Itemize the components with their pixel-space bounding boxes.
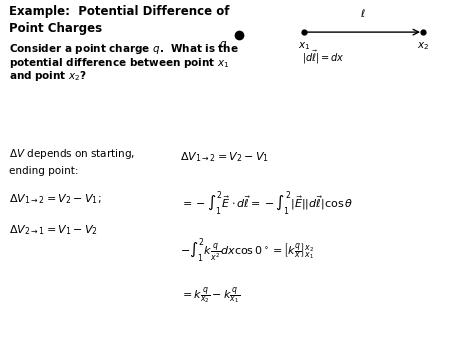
Text: Point Charges: Point Charges (9, 22, 102, 35)
Text: and point $x_2$?: and point $x_2$? (9, 69, 87, 83)
Text: $x_1$: $x_1$ (297, 41, 310, 52)
Text: $= -\int_1^2 \vec{E}\cdot d\vec{\ell} = -\int_1^2 |\vec{E}||d\vec{\ell}|\cos\the: $= -\int_1^2 \vec{E}\cdot d\vec{\ell} = … (180, 189, 353, 218)
Text: ending point:: ending point: (9, 166, 78, 176)
Text: $x_2$: $x_2$ (417, 41, 429, 52)
Text: potential difference between point $x_1$: potential difference between point $x_1$ (9, 56, 230, 70)
Text: Example:  Potential Difference of: Example: Potential Difference of (9, 5, 230, 18)
Text: Consider a point charge $q$.  What is the: Consider a point charge $q$. What is the (9, 42, 239, 56)
Text: $= k\frac{q}{x_2} - k\frac{q}{x_1}$: $= k\frac{q}{x_2} - k\frac{q}{x_1}$ (180, 286, 240, 306)
Text: $\Delta V_{1\rightarrow2} = V_2 - V_1$: $\Delta V_{1\rightarrow2} = V_2 - V_1$ (180, 150, 269, 164)
Text: $\Delta V_{2\rightarrow1} = V_1 - V_2$: $\Delta V_{2\rightarrow1} = V_1 - V_2$ (9, 223, 98, 237)
Text: $q$: $q$ (219, 39, 227, 51)
Text: $-\int_1^2 k\frac{q}{x^2}dx\cos 0^\circ = \left[k\frac{q}{x}\right]_{x_1}^{x_2}$: $-\int_1^2 k\frac{q}{x^2}dx\cos 0^\circ … (180, 237, 314, 265)
Text: $\Delta V$ depends on starting,: $\Delta V$ depends on starting, (9, 147, 135, 161)
Text: $\ell$: $\ell$ (360, 6, 366, 19)
Text: $|d\vec{\ell}| = dx$: $|d\vec{\ell}| = dx$ (302, 49, 345, 66)
Text: $\Delta V_{1\rightarrow2} = V_2 - V_1$;: $\Delta V_{1\rightarrow2} = V_2 - V_1$; (9, 193, 101, 207)
